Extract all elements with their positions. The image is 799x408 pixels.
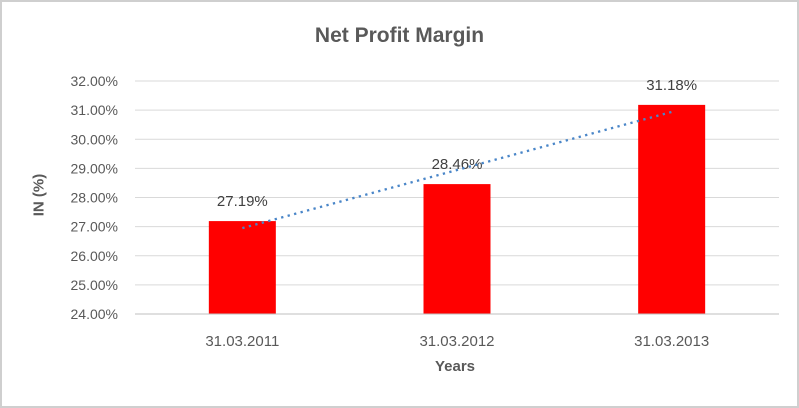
x-axis-title: Years (434, 358, 476, 375)
y-tick-label: 27.00% (71, 219, 118, 235)
y-tick-label: 28.00% (71, 190, 118, 206)
x-tick-label: 31.03.2012 (419, 333, 494, 350)
chart-title: Net Profit Margin (314, 24, 485, 47)
x-tick-label: 31.03.2011 (205, 333, 279, 350)
bar-data-label: 27.19% (217, 193, 268, 210)
y-tick-label: 29.00% (71, 160, 118, 176)
y-tick-label: 32.00% (71, 73, 118, 89)
bar (208, 221, 276, 314)
bar-data-label: 31.18% (646, 77, 697, 94)
y-tick-label: 25.00% (71, 277, 118, 293)
y-tick-label: 26.00% (71, 248, 118, 264)
trendline (242, 110, 672, 230)
bar (423, 184, 491, 314)
y-tick-label: 30.00% (71, 131, 118, 147)
bar (638, 104, 706, 314)
y-tick-label: 31.00% (71, 102, 118, 118)
y-tick-label: 24.00% (71, 306, 118, 322)
x-tick-label: 31.03.2013 (634, 333, 709, 350)
bar-data-label: 28.46% (432, 156, 483, 173)
